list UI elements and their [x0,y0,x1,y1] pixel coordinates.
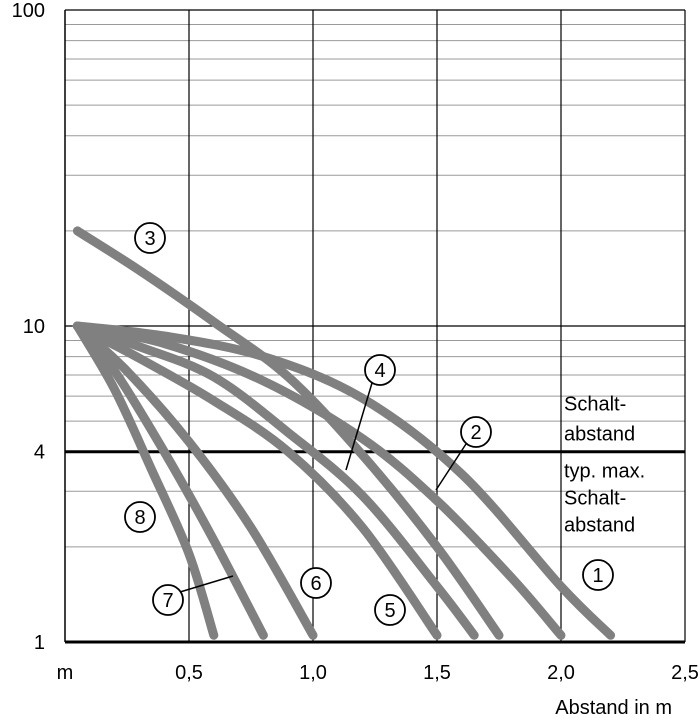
x-tick-label: 2,0 [547,662,575,684]
series-badge-1 [582,559,614,591]
leader-line-4 [345,382,373,471]
x-tick-label: 1,5 [423,662,451,684]
series-badge-label: 1 [592,565,603,587]
curve-4 [72,321,479,640]
reference-label-below: abstand [564,515,635,537]
reference-label-above: abstand [564,424,635,446]
series-badge-label: 8 [134,507,145,529]
x-axis-title: Abstand in m [555,697,672,719]
reference-label-below: typ. max. [564,461,645,483]
leader-line-2 [435,443,467,491]
series-badge-5 [374,594,406,626]
y-tick-label: 100 [12,0,45,22]
curve-8 [72,321,219,640]
curve-6 [72,321,318,640]
series-badge-label: 5 [384,600,395,622]
series-badge-4 [364,354,396,386]
x-unit-label: m [57,662,74,684]
leader-line-7 [179,575,234,593]
series-badge-7 [152,584,184,616]
x-tick-label: 0,5 [175,662,203,684]
x-tick-label: 2,5 [671,662,699,684]
series-badge-2 [460,416,492,448]
y-tick-label: 4 [34,442,45,464]
curve-5 [72,321,442,640]
curve-1 [72,321,616,640]
series-badge-label: 4 [374,360,385,382]
series-badge-8 [124,501,156,533]
reference-label-below: Schalt- [564,488,626,510]
curve-7 [72,321,268,640]
series-badge-label: 3 [144,228,155,250]
y-tick-label: 10 [23,316,45,338]
series-badge-label: 2 [470,422,481,444]
series-badge-label: 7 [162,590,173,612]
x-tick-label: 1,0 [299,662,327,684]
series-badge-3 [134,222,166,254]
curve-3 [72,226,504,640]
reference-label-above: Schalt- [564,394,626,416]
y-tick-label: 1 [34,632,45,654]
curve-2 [72,321,566,640]
series-badge-label: 6 [310,573,321,595]
series-badge-6 [300,567,332,599]
